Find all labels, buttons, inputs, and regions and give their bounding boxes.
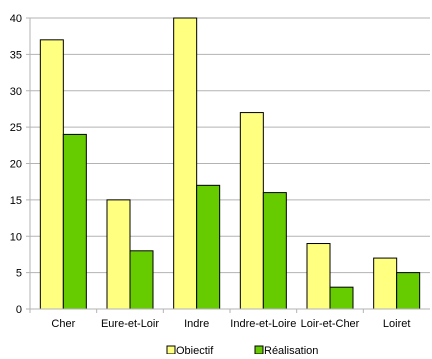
y-tick-label: 40 (10, 13, 22, 25)
x-tick-label: Cher (51, 318, 75, 330)
bar-objectif (373, 257, 398, 310)
bar-realisation (62, 133, 87, 310)
y-tick-label: 5 (16, 268, 22, 280)
y-tick-label: 15 (10, 195, 22, 207)
bar-objectif (306, 243, 331, 310)
bar-realisation (329, 286, 354, 310)
axes (26, 17, 430, 313)
bar-objectif (106, 199, 131, 310)
x-tick-label: Loir-et-Cher (301, 318, 360, 330)
legend-swatch (166, 345, 176, 355)
legend-label: Objectif (176, 345, 214, 354)
bar-objectif (239, 112, 264, 310)
bar-objectif (173, 17, 198, 310)
x-tick-labels: Cher Eure-et-Loir Indre Indre-et-Loire Loir-… (51, 318, 410, 330)
legend-swatch (254, 345, 264, 355)
bar-realisation (196, 184, 221, 310)
x-tick-label: Indre-et-Loire (230, 318, 296, 330)
legend: Objectif Réalisation (166, 345, 318, 357)
y-tick-label: 35 (10, 49, 22, 61)
y-tick-label: 20 (10, 159, 22, 171)
x-tick-label: Indre (184, 318, 209, 330)
bar-realisation (262, 192, 287, 310)
gridlines (30, 17, 430, 310)
y-tick-label: 30 (10, 86, 22, 98)
bar-objectif (39, 39, 64, 310)
legend-label: Réalisation (264, 345, 318, 354)
bar-realisation (396, 272, 421, 310)
x-tick-label: Loiret (383, 318, 411, 330)
y-tick-label: 10 (10, 231, 22, 243)
bars (39, 17, 421, 310)
y-tick-label: 25 (10, 122, 22, 134)
y-tick-labels: 0 5 10 15 20 25 30 35 40 (10, 13, 22, 316)
x-tick-label: Eure-et-Loir (101, 318, 159, 330)
bar-realisation (129, 250, 154, 310)
y-tick-label: 0 (16, 304, 22, 316)
